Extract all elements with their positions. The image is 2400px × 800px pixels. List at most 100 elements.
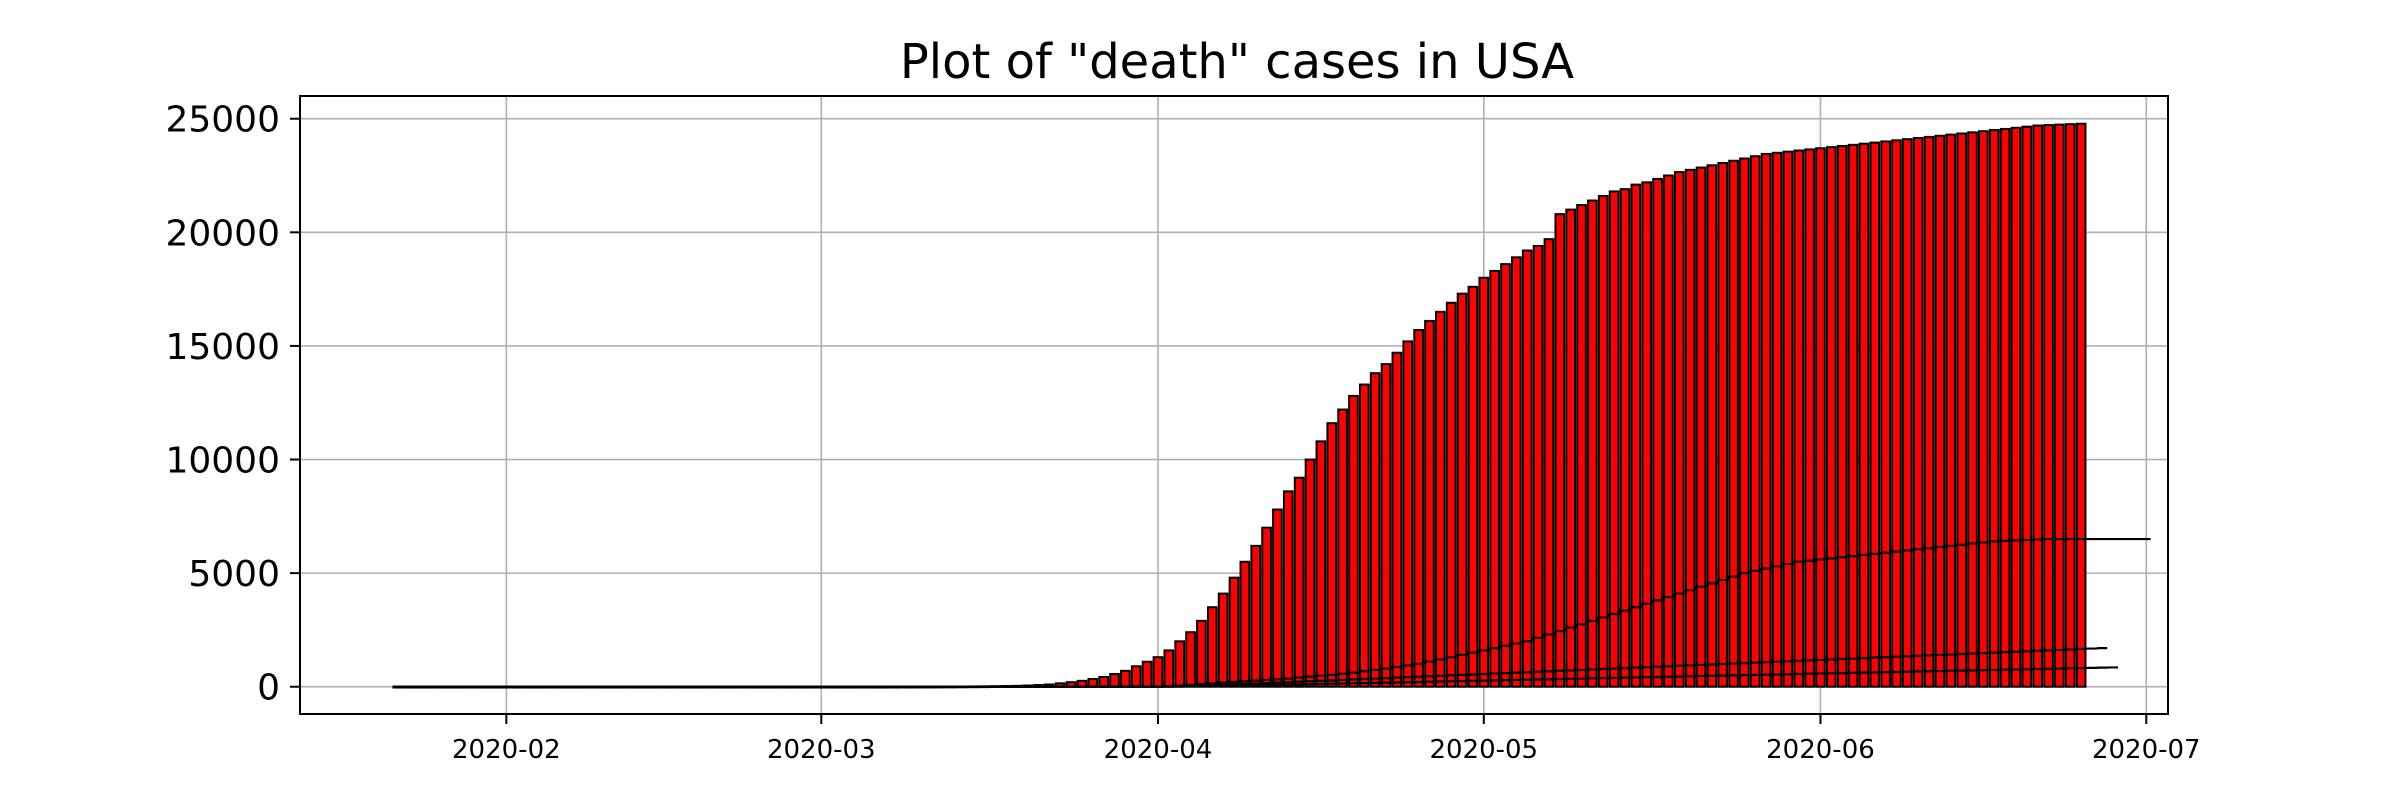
bar — [1717, 162, 1729, 688]
bar — [1663, 174, 1674, 688]
bar — [1109, 673, 1120, 688]
bar — [1098, 675, 1110, 688]
bar — [1152, 656, 1164, 688]
y-tick-label: 0 — [257, 668, 280, 709]
bar — [1652, 177, 1663, 688]
x-tick-label: 2020-05 — [1429, 735, 1538, 765]
bar — [1130, 665, 1142, 688]
bar — [1185, 631, 1196, 688]
bar — [1923, 135, 1935, 688]
bar — [2021, 125, 2033, 688]
bar — [1532, 244, 1544, 688]
bar — [1380, 363, 1392, 688]
bar — [1630, 183, 1642, 688]
x-tick-label: 2020-06 — [1766, 735, 1875, 765]
bar — [1978, 130, 1989, 688]
bar — [1489, 269, 1500, 688]
bar — [1174, 640, 1186, 688]
bar — [1728, 159, 1739, 688]
bar — [1706, 164, 1718, 688]
bar — [1228, 576, 1240, 688]
bar — [1771, 151, 1783, 688]
bar — [1673, 171, 1685, 688]
bar — [1163, 649, 1175, 688]
bar — [2075, 122, 2087, 688]
bar — [2043, 124, 2054, 688]
bar — [1847, 143, 1859, 688]
y-axis-ticks: 0 5000 10000 15000 20000 25000 — [165, 100, 300, 709]
bar — [1608, 190, 1620, 688]
bar — [1880, 140, 1891, 688]
bar — [1576, 204, 1587, 688]
bar — [1869, 141, 1881, 688]
bar — [1206, 606, 1218, 688]
bar — [2032, 124, 2044, 688]
bar — [1293, 476, 1305, 688]
bar — [1912, 137, 1924, 688]
bar — [1413, 329, 1424, 688]
bar — [1749, 155, 1761, 688]
y-tick-label: 20000 — [165, 213, 280, 254]
bar — [1141, 660, 1153, 688]
y-tick-label: 25000 — [165, 100, 280, 141]
bar — [1369, 372, 1381, 688]
bar — [1261, 526, 1272, 688]
bar — [1597, 194, 1609, 688]
bar — [1619, 188, 1631, 688]
bar — [1467, 285, 1479, 688]
bar — [1543, 238, 1555, 688]
bar — [1565, 208, 1577, 688]
x-tick-label: 2020-03 — [767, 735, 876, 765]
bar — [1999, 127, 2011, 688]
bar — [2064, 123, 2076, 688]
bar — [1337, 408, 1348, 688]
chart-title: Plot of "death" cases in USA — [900, 34, 1574, 90]
bar — [1988, 129, 2000, 688]
bar — [1478, 276, 1490, 688]
bar — [2010, 126, 2022, 688]
x-tick-label: 2020-02 — [452, 735, 561, 765]
bar — [1511, 256, 1522, 688]
bar — [1358, 383, 1370, 688]
bar — [1815, 147, 1826, 688]
bar — [1402, 340, 1414, 688]
bar — [1282, 490, 1294, 688]
bar — [1641, 181, 1653, 688]
x-tick-label: 2020-04 — [1104, 735, 1213, 765]
bar — [1836, 144, 1848, 688]
bar — [1739, 157, 1750, 688]
bar — [1804, 148, 1815, 688]
bar — [1858, 142, 1870, 688]
bar — [1304, 458, 1316, 688]
bar — [1087, 678, 1099, 688]
bar — [1902, 138, 1913, 688]
bar — [1272, 508, 1283, 688]
bar — [1554, 213, 1566, 688]
bar — [1934, 134, 1946, 688]
bar — [1315, 440, 1327, 688]
bar — [1956, 132, 1967, 688]
bar — [1239, 560, 1251, 688]
bar — [1326, 422, 1338, 688]
sub-series-lines — [393, 537, 2151, 688]
bar — [1760, 152, 1772, 688]
bar — [1391, 351, 1403, 688]
bar — [1196, 619, 1207, 688]
bars — [392, 122, 2087, 689]
y-tick-label: 15000 — [165, 327, 280, 368]
bar — [1695, 166, 1707, 688]
bar — [1424, 319, 1435, 688]
bar — [1825, 146, 1837, 688]
bar — [1217, 592, 1229, 688]
bar — [1456, 292, 1468, 688]
bar — [1435, 310, 1446, 688]
bar — [1891, 139, 1902, 688]
bar — [1500, 263, 1511, 688]
bar — [1967, 131, 1978, 688]
bar — [1445, 301, 1457, 688]
y-tick-label: 10000 — [165, 441, 280, 482]
bar — [1793, 149, 1805, 688]
bar — [1521, 249, 1533, 688]
